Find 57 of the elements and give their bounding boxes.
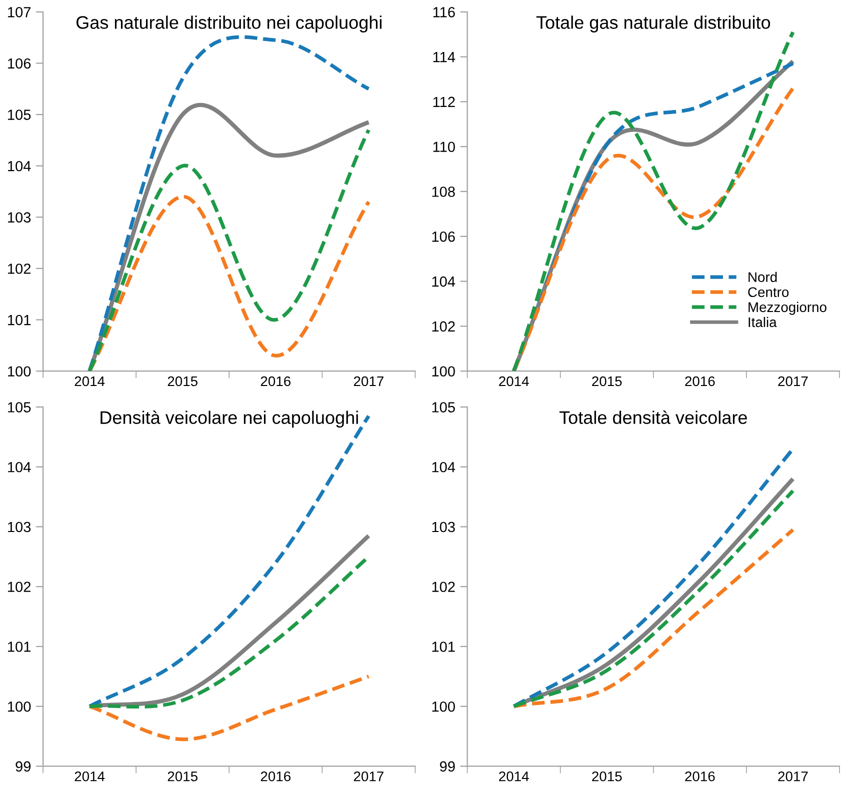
- x-tick-label: 2016: [260, 771, 290, 782]
- line-series: [512, 528, 795, 708]
- x-tick-label: 2015: [592, 376, 622, 386]
- y-tick-label: 101: [8, 314, 31, 326]
- y-tick-label: 100: [432, 366, 455, 377]
- x-tick-label: 2014: [74, 771, 105, 782]
- chart-title: Densità veicolare nei capoluoghi: [100, 410, 358, 428]
- y-tick-label: 104: [8, 462, 31, 472]
- y-tick-label: 101: [432, 642, 455, 652]
- x-tick-label: 2015: [592, 771, 622, 782]
- y-tick-label: 103: [8, 522, 31, 532]
- y-tick-label: 103: [8, 212, 31, 223]
- y-tick-label: 102: [432, 321, 455, 332]
- y-tick-label: 104: [432, 276, 456, 287]
- x-tick-label: 2015: [168, 771, 198, 782]
- legend-label: Nord: [748, 272, 777, 282]
- x-tick-label: 2016: [685, 376, 715, 386]
- y-tick-label: 100: [432, 701, 455, 712]
- y-tick-label: 102: [8, 582, 31, 592]
- x-tick-label: 2014: [74, 376, 105, 386]
- x-tick-label: 2017: [354, 376, 384, 386]
- chart-title: Gas naturale distribuito nei capoluoghi: [76, 16, 382, 32]
- legend-label: Italia: [748, 316, 777, 328]
- y-tick-label: 104: [8, 160, 31, 172]
- y-tick-label: 100: [8, 366, 31, 377]
- legend-label: Mezzogiorno: [748, 302, 826, 315]
- x-tick-label: 2016: [260, 376, 290, 386]
- y-tick-label: 105: [8, 110, 31, 120]
- x-tick-label: 2017: [778, 376, 808, 386]
- x-tick-label: 2017: [778, 771, 808, 782]
- y-tick-label: 107: [8, 7, 31, 18]
- x-tick-label: 2014: [499, 771, 529, 782]
- line-series: [88, 674, 370, 742]
- y-tick-label: 99: [16, 761, 31, 772]
- y-tick-label: 114: [433, 52, 456, 62]
- x-tick-label: 2017: [354, 771, 384, 782]
- chart-title: Totale densità veicolare: [559, 410, 747, 424]
- x-tick-label: 2014: [499, 376, 529, 386]
- y-tick-label: 106: [8, 58, 31, 69]
- y-tick-label: 110: [433, 142, 455, 152]
- y-tick-label: 101: [8, 642, 31, 652]
- x-tick-label: 2015: [168, 376, 198, 386]
- y-tick-label: 106: [432, 232, 455, 242]
- y-tick-label: 108: [432, 186, 455, 197]
- y-tick-label: 103: [432, 522, 455, 532]
- x-tick-label: 2016: [685, 771, 715, 782]
- y-tick-label: 100: [8, 701, 31, 712]
- y-tick-label: 104: [432, 462, 456, 472]
- y-tick-label: 99: [440, 761, 455, 772]
- legend-label: Centro: [748, 287, 789, 298]
- y-tick-label: 102: [8, 264, 31, 274]
- chart-title: Totale gas naturale distribuito: [536, 16, 770, 32]
- y-tick-label: 116: [433, 7, 455, 18]
- y-tick-label: 112: [433, 96, 455, 107]
- y-tick-label: 105: [8, 402, 31, 412]
- y-tick-label: 105: [432, 402, 455, 412]
- y-tick-label: 102: [432, 582, 455, 592]
